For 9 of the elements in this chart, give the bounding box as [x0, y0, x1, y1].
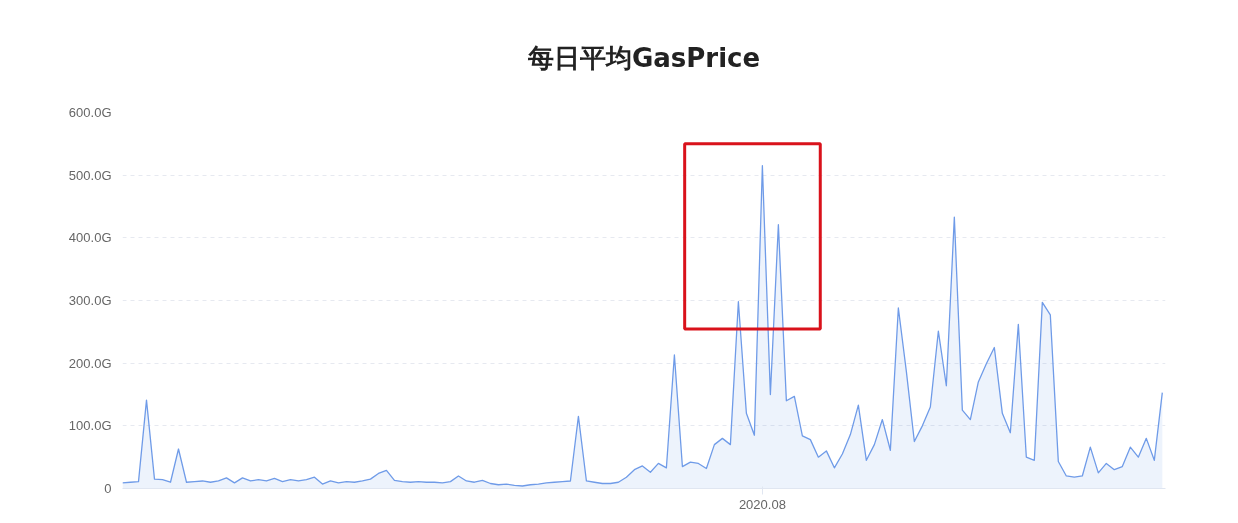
chart-title: 每日平均GasPrice [526, 42, 761, 73]
y-tick-label: 100.0G [68, 418, 112, 434]
y-tick-label: 500.0G [68, 167, 112, 183]
y-tick-label: 300.0G [68, 293, 112, 308]
y-tick-label: 200.0G [68, 355, 112, 371]
y-tick-label: 0 [104, 481, 112, 496]
y-tick-label: 600.0G [68, 105, 112, 120]
x-tick-label: 2020.08 [738, 496, 786, 512]
y-tick-label: 400.0G [68, 230, 112, 246]
